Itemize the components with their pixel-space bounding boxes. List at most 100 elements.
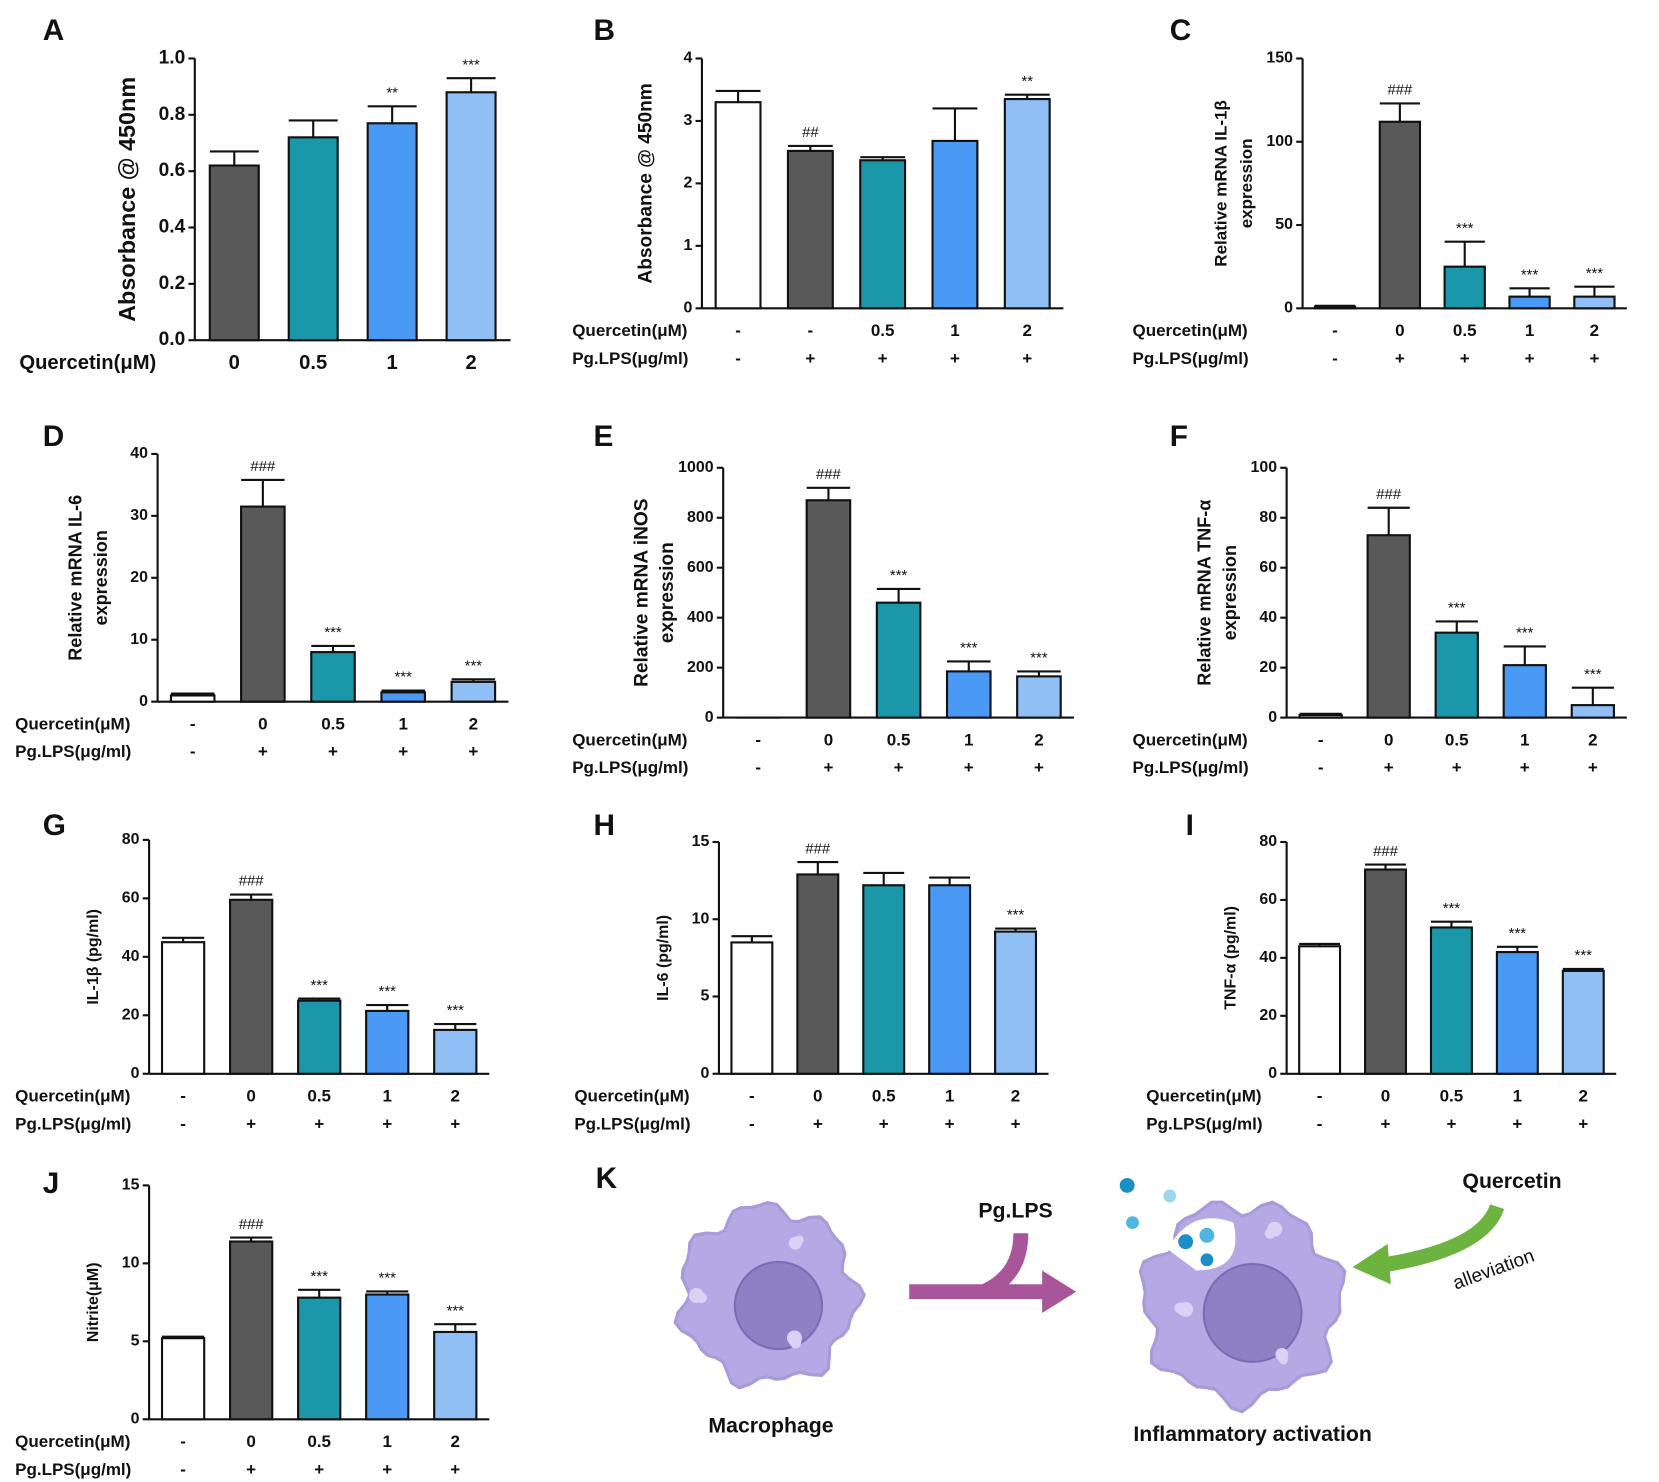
stimulus-label: Pg.LPS — [978, 1199, 1052, 1223]
x-tick-label: 2 — [451, 1087, 460, 1106]
panel-label: D — [43, 420, 64, 453]
x-tick-label: - — [1318, 731, 1324, 750]
y-tick-label: 0.8 — [159, 104, 186, 125]
x-tick-label: + — [1588, 758, 1598, 777]
x-tick-label: + — [314, 1460, 324, 1479]
y-axis-label: Absorbance @ 450nm — [114, 77, 140, 322]
x-tick-label: + — [805, 349, 815, 368]
x-tick-label: 2 — [1023, 321, 1032, 340]
bar — [229, 1240, 274, 1421]
significance-label: *** — [379, 1271, 397, 1287]
bar — [1570, 704, 1615, 719]
x-tick-label: 1 — [1525, 321, 1534, 340]
significance-label: ## — [802, 125, 819, 141]
y-tick-label: 50 — [1275, 216, 1293, 233]
x-tick-label: - — [1317, 1114, 1323, 1133]
x-tick-label: + — [1512, 1114, 1522, 1133]
significance-label: *** — [1521, 268, 1539, 284]
y-tick-label: 20 — [1259, 659, 1277, 676]
x-tick-label: 1 — [1513, 1087, 1522, 1106]
x-tick-label: - — [735, 349, 741, 368]
x-tick-label: 1 — [398, 715, 407, 734]
bar — [433, 1028, 478, 1075]
row-label: Quercetin(μM) — [15, 715, 130, 734]
bar — [1366, 534, 1411, 719]
y-tick-label: 10 — [692, 910, 710, 927]
x-tick-label: 0 — [246, 1432, 255, 1451]
x-tick-label: 0.5 — [321, 715, 345, 734]
x-tick-label: 1 — [945, 1087, 954, 1106]
x-tick-label: + — [1034, 758, 1044, 777]
bar — [380, 691, 427, 703]
bar — [1502, 664, 1547, 719]
y-tick-label: 4 — [683, 50, 692, 67]
bar — [786, 149, 834, 310]
y-tick-label: 0 — [131, 1410, 140, 1427]
bar — [310, 651, 356, 703]
y-tick-label: 40 — [130, 445, 148, 462]
significance-label: *** — [1586, 266, 1604, 282]
y-tick-label: 40 — [1259, 609, 1277, 626]
particle — [1199, 1227, 1215, 1243]
x-tick-label: + — [246, 1460, 256, 1479]
bar — [1298, 945, 1342, 1075]
particle — [1200, 1253, 1214, 1267]
x-tick-label: - — [1317, 1087, 1323, 1106]
y-axis-label: IL-6 (pg/ml) — [655, 915, 672, 1001]
y-tick-label: 150 — [1266, 50, 1293, 67]
x-tick-label: 2 — [465, 352, 476, 374]
x-tick-label: + — [1381, 1114, 1391, 1133]
x-tick-label: 1 — [964, 731, 973, 750]
significance-label: *** — [960, 641, 978, 657]
significance-label: *** — [1030, 651, 1048, 667]
x-tick-label: + — [328, 742, 338, 761]
arrowhead — [1352, 1243, 1391, 1285]
bar — [1434, 631, 1479, 719]
y-tick-label: 60 — [1259, 891, 1277, 908]
x-tick-label: - — [180, 1114, 186, 1133]
nucleus — [733, 1260, 824, 1351]
x-tick-label: + — [246, 1114, 256, 1133]
vesicle — [795, 1235, 804, 1244]
x-tick-label: + — [1520, 758, 1530, 777]
bar — [229, 898, 274, 1075]
row-label: Quercetin(μM) — [15, 1087, 130, 1106]
significance-label: *** — [1575, 948, 1593, 964]
y-tick-label: 0 — [705, 709, 714, 726]
panel-label: J — [43, 1167, 60, 1200]
bar — [1429, 926, 1473, 1075]
y-axis-label: Relative mRNA IL-6 — [66, 495, 86, 661]
x-tick-label: - — [1318, 758, 1324, 777]
y-axis-label: expression — [1220, 545, 1240, 640]
x-tick-label: - — [190, 742, 196, 761]
x-tick-label: + — [1589, 349, 1599, 368]
diagram: K Pg.LPS Quercetin alleviation Macrophag… — [596, 1162, 1562, 1446]
bar — [805, 499, 852, 719]
significance-label: *** — [1584, 667, 1602, 683]
y-tick-label: 1 — [683, 237, 692, 254]
panel: H 0 5 10 15 IL-6 (pg/ml) Quercetin(μM) - 0 0.5 1 2 P… — [574, 809, 1049, 1133]
x-tick-label: + — [813, 1114, 823, 1133]
significance-label: ### — [250, 459, 276, 475]
y-tick-label: 20 — [1259, 1007, 1277, 1024]
panel: G 0 20 40 60 80 IL-1β (pg/ml) Quercetin(μM) - 0 0.… — [15, 809, 490, 1133]
bar — [208, 164, 260, 342]
bar — [1378, 120, 1422, 310]
x-tick-label: 0.5 — [307, 1432, 331, 1451]
bar — [1561, 969, 1605, 1075]
significance-label: ### — [1373, 844, 1399, 860]
x-tick-label: - — [749, 1087, 755, 1106]
y-axis-label: Relative mRNA IL-1β — [1211, 100, 1230, 267]
y-tick-label: 30 — [130, 507, 148, 524]
significance-label: *** — [379, 984, 397, 1000]
x-tick-label: + — [878, 349, 888, 368]
arrow — [1381, 1203, 1505, 1273]
x-tick-label: + — [945, 1114, 955, 1133]
x-tick-label: 1 — [383, 1087, 392, 1106]
panel-label: E — [593, 420, 613, 453]
row-label: Pg.LPS(μg/ml) — [574, 1114, 690, 1133]
y-tick-label: 80 — [1259, 833, 1277, 850]
x-tick-label: 1 — [950, 321, 959, 340]
x-tick-label: + — [1022, 349, 1032, 368]
